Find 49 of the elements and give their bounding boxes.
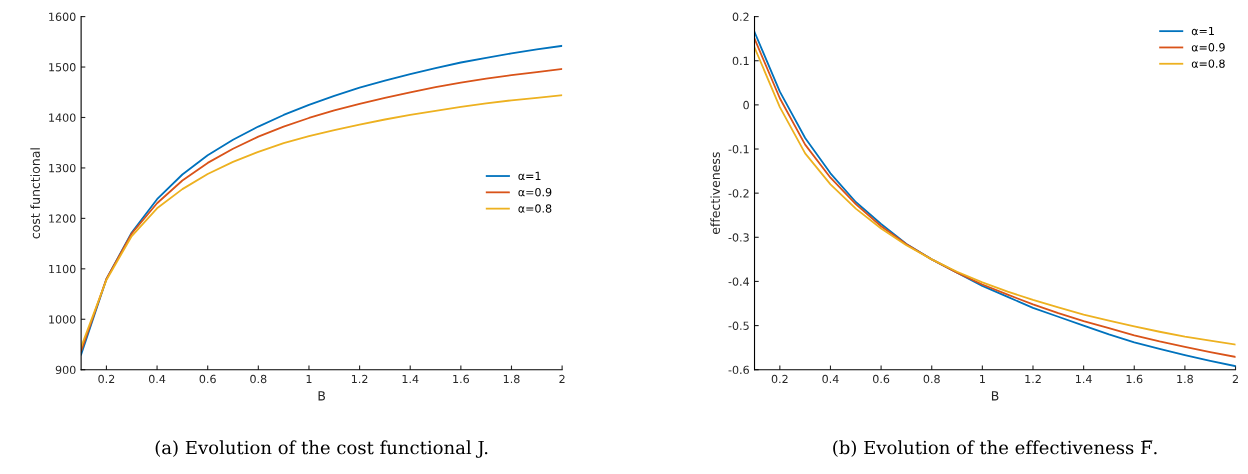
y-tick-label: 1500 (49, 63, 76, 72)
x-tick-label: 0.8 (250, 374, 267, 384)
y-tick-label: -0.6 (728, 365, 749, 375)
legend-label: α=1 (1191, 26, 1214, 36)
y-tick-label: 0.2 (732, 12, 749, 21)
legend-label: α=0.8 (1191, 59, 1225, 68)
x-tick-label: 0.2 (98, 374, 115, 384)
x-tick-label: 0.6 (873, 374, 890, 384)
y-tick-label: -0.5 (728, 321, 749, 330)
y-tick-label: -0.4 (728, 277, 750, 286)
x-tick-label: 0.4 (148, 374, 166, 384)
y-tick-label: 1000 (49, 315, 76, 324)
x-tick-label: 2 (559, 374, 565, 384)
y-tick-label: 1400 (49, 113, 76, 122)
y-tick-label: 1100 (49, 264, 76, 274)
x-tick-label: 1.4 (402, 374, 419, 384)
y-tick-label: -0.1 (728, 144, 749, 154)
y-tick-label: -0.3 (728, 233, 749, 242)
x-tick-label: 1 (980, 374, 985, 384)
y-tick-label: 0 (743, 100, 749, 110)
legend-label: α=0.8 (518, 204, 552, 213)
x-tick-label: 0.8 (923, 374, 940, 384)
x-tick-label: 2 (1232, 374, 1238, 384)
x-tick-label: 1.8 (503, 374, 520, 384)
x-tick-label: 1.6 (453, 374, 469, 384)
x-tick-label: 0.4 (822, 374, 839, 384)
y-tick-label: 1600 (49, 12, 76, 21)
text: (b) Evolution of the effectiveness F̅. (833, 440, 1157, 457)
x-tick-label: 0.2 (771, 374, 788, 384)
y-tick-label: 1200 (49, 214, 76, 223)
legend-label: α=1 (518, 171, 541, 181)
y-tick-label: 1300 (49, 163, 76, 173)
x-axis-title: B (318, 391, 326, 401)
legend-label: α=0.9 (1191, 43, 1225, 52)
y-tick-label: 900 (55, 365, 76, 375)
y-tick-label: 0.1 (732, 56, 749, 66)
y-tick-label: -0.2 (728, 189, 749, 198)
x-tick-label: 1 (306, 374, 312, 384)
y-axis-title: effectiveness (710, 152, 720, 235)
x-tick-label: 1.2 (351, 374, 368, 384)
x-tick-label: 0.6 (199, 374, 216, 384)
x-tick-label: 1.6 (1126, 374, 1143, 384)
legend-label: α=0.9 (518, 187, 552, 197)
x-tick-label: 1.2 (1025, 374, 1041, 384)
x-tick-label: 1.4 (1076, 374, 1092, 384)
x-tick-label: 1.8 (1177, 374, 1193, 384)
x-axis-title: B (991, 391, 999, 401)
y-axis-title: cost functional (30, 148, 40, 239)
text: (a) Evolution of the cost functional J. (155, 440, 488, 458)
